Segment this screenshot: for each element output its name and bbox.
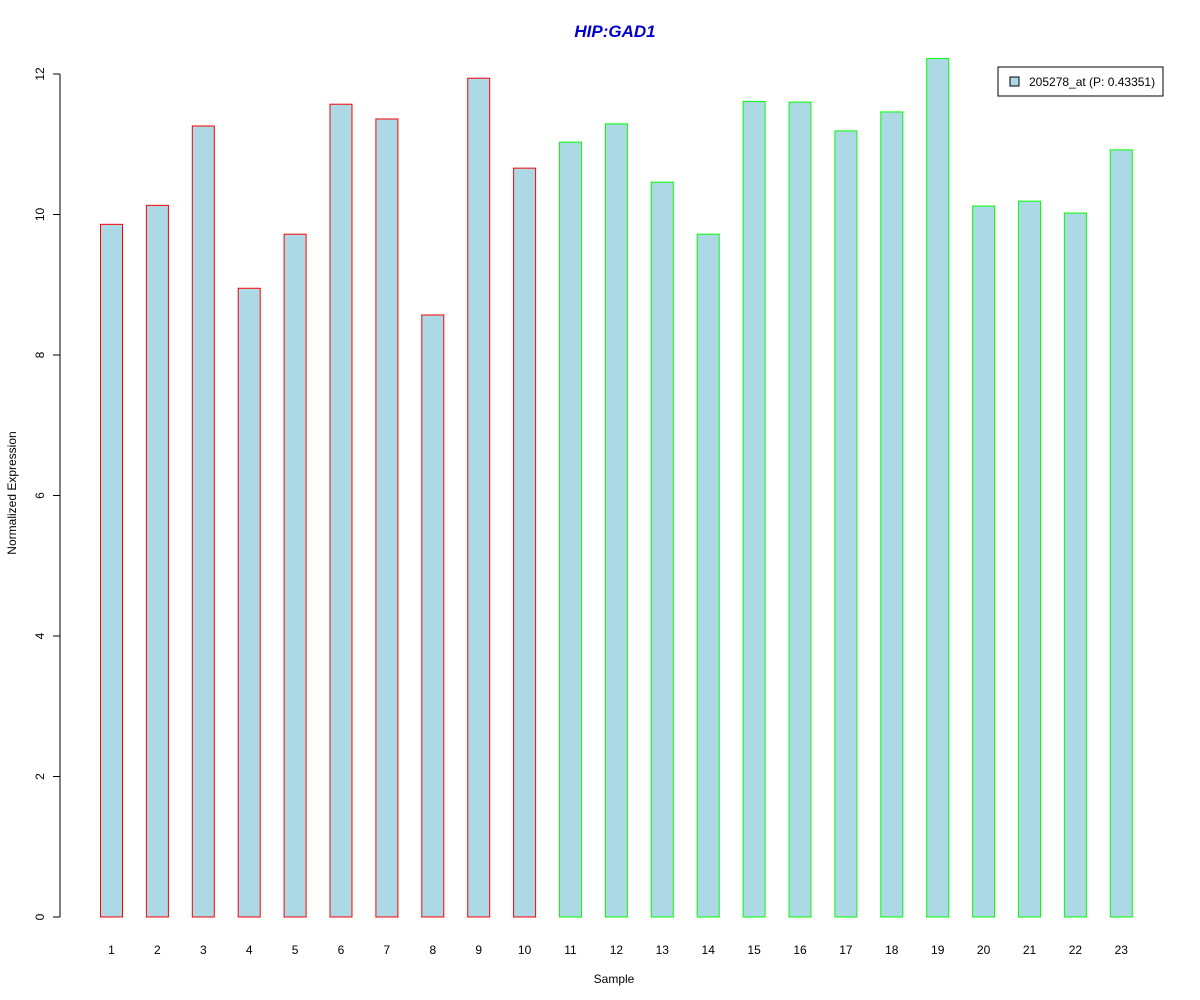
x-tick-label: 8: [429, 943, 436, 957]
bar-sample-16: [788, 101, 812, 918]
x-tick-label: 1: [108, 943, 115, 957]
bar-sample-8: [421, 314, 445, 918]
x-tick-label: 6: [338, 943, 345, 957]
bar-sample-13: [650, 181, 674, 918]
x-tick-label: 5: [292, 943, 299, 957]
x-tick-label: 15: [747, 943, 761, 957]
y-axis: 0 2 4 6 8 10 12: [33, 67, 61, 920]
x-axis-label: Sample: [594, 972, 635, 986]
x-tick-label: 14: [702, 943, 716, 957]
bar-sample-1: [100, 223, 123, 918]
x-tick-label: 4: [246, 943, 253, 957]
y-tick-label: 0: [33, 913, 47, 920]
bar-sample-11: [559, 141, 582, 918]
y-tick-label: 8: [33, 351, 47, 358]
y-tick-label: 6: [33, 492, 47, 499]
x-tick-label: 21: [1023, 943, 1037, 957]
bar-sample-10: [513, 167, 537, 918]
y-tick-label: 12: [33, 67, 47, 81]
bar-sample-12: [604, 123, 628, 918]
bar-sample-3: [191, 125, 215, 918]
bar-sample-7: [375, 118, 399, 918]
legend: 205278_at (P: 0.43351): [997, 66, 1164, 97]
x-tick-label: 11: [564, 943, 577, 957]
legend-label: 205278_at (P: 0.43351): [1029, 75, 1155, 89]
x-tick-label: 23: [1115, 943, 1129, 957]
x-tick-label: 3: [200, 943, 207, 957]
bar-sample-21: [1018, 200, 1041, 918]
legend-box: [997, 66, 1164, 97]
x-tick-label: 7: [384, 943, 391, 957]
bar-sample-18: [880, 111, 904, 918]
bar-sample-19: [926, 58, 950, 918]
chart-title: HIP:GAD1: [574, 22, 655, 41]
bar-sample-5: [283, 233, 307, 918]
x-tick-label: 18: [885, 943, 899, 957]
x-tick-label: 9: [475, 943, 482, 957]
x-tick-label: 12: [610, 943, 624, 957]
x-tick-label: 22: [1069, 943, 1083, 957]
x-tick-label: 2: [154, 943, 161, 957]
x-axis-tick-labels: 1 2 3 4 5 6 7 8 9 10 11 12 13 14 15 16 17 18 19 20 21 22 23: [108, 943, 1128, 957]
bar-sample-4: [237, 287, 261, 918]
y-axis-label: Normalized Expression: [5, 431, 19, 554]
legend-swatch: [1009, 76, 1020, 87]
x-tick-label: 10: [518, 943, 532, 957]
bar-sample-22: [1063, 212, 1087, 918]
bar-sample-20: [972, 205, 996, 918]
bars: [100, 58, 1133, 918]
bar-sample-23: [1109, 149, 1133, 918]
bar-sample-9: [467, 77, 491, 918]
y-tick-label: 10: [33, 208, 47, 222]
bar-sample-14: [696, 233, 720, 918]
x-tick-label: 16: [793, 943, 807, 957]
x-tick-label: 17: [839, 943, 853, 957]
y-tick-label: 4: [33, 632, 47, 639]
x-tick-label: 19: [931, 943, 945, 957]
x-tick-label: 20: [977, 943, 991, 957]
bar-sample-2: [145, 204, 169, 918]
bar-sample-17: [834, 130, 858, 918]
x-tick-label: 13: [656, 943, 670, 957]
y-tick-label: 2: [33, 773, 47, 780]
bar-sample-15: [742, 100, 766, 918]
bar-sample-6: [329, 103, 353, 918]
